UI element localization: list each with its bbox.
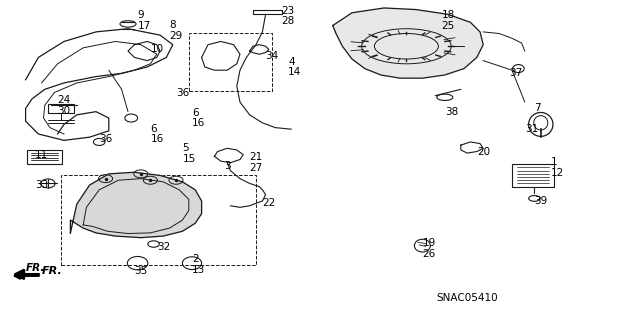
Text: 33: 33	[35, 180, 49, 190]
Text: SNAC05410: SNAC05410	[436, 293, 498, 303]
Text: 1
12: 1 12	[550, 157, 564, 178]
Bar	[48, 104, 74, 113]
Bar	[27, 150, 62, 164]
Text: 6
16: 6 16	[150, 123, 164, 145]
Text: 38: 38	[445, 107, 458, 117]
Text: 31: 31	[525, 124, 538, 134]
Text: 23
28: 23 28	[282, 5, 295, 26]
Text: 24
30: 24 30	[58, 95, 71, 116]
Polygon shape	[70, 172, 202, 238]
Text: 2
13: 2 13	[192, 254, 205, 275]
Text: 39: 39	[534, 196, 548, 206]
Text: 8
29: 8 29	[170, 20, 183, 41]
Text: 19
26: 19 26	[422, 238, 436, 259]
Text: 6
16: 6 16	[192, 108, 205, 129]
Text: 11: 11	[35, 150, 49, 160]
Text: 22: 22	[262, 197, 276, 208]
Text: FR.: FR.	[42, 266, 62, 276]
Text: 32: 32	[157, 242, 170, 252]
Text: 7: 7	[534, 103, 541, 114]
Bar	[512, 164, 554, 187]
Bar	[61, 175, 256, 265]
Text: FR.: FR.	[26, 263, 45, 273]
Text: 18
25: 18 25	[442, 10, 455, 31]
Text: 21
27: 21 27	[250, 152, 263, 173]
Text: 36: 36	[99, 134, 113, 144]
Text: 3: 3	[224, 161, 230, 171]
Text: 9
17: 9 17	[138, 10, 151, 31]
Bar	[189, 33, 272, 91]
Text: 34: 34	[266, 51, 279, 61]
Text: 37: 37	[509, 68, 522, 78]
Text: 5
15: 5 15	[182, 143, 196, 164]
Text: 4
14: 4 14	[288, 56, 301, 78]
Text: 10: 10	[150, 44, 164, 55]
Text: 35: 35	[134, 266, 148, 276]
Text: 20: 20	[477, 146, 490, 157]
Polygon shape	[333, 8, 483, 78]
Text: 36: 36	[176, 87, 189, 98]
